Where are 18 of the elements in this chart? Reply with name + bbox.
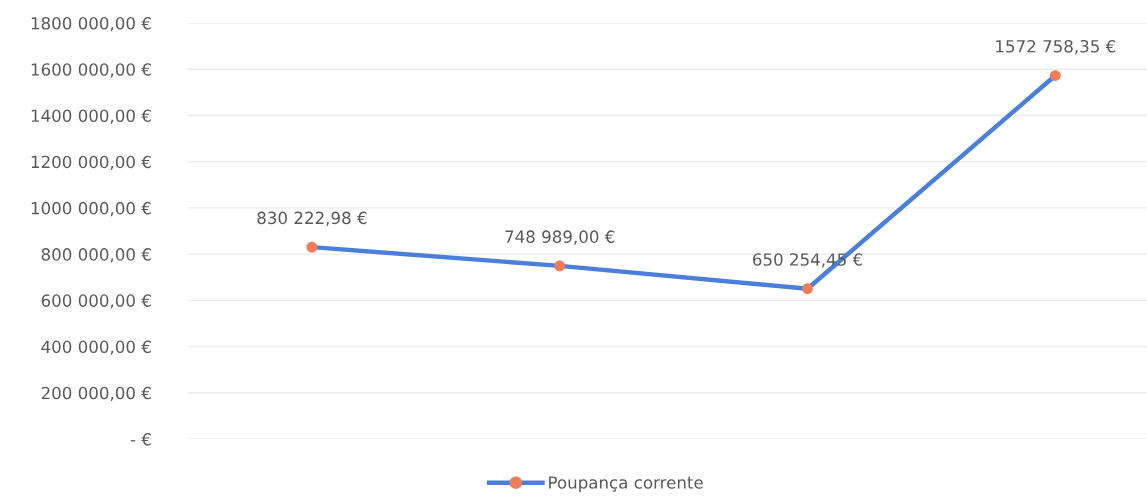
y-tick-label: 200 000,00 € [41, 386, 151, 402]
point [802, 283, 813, 295]
y-tick-label: 1000 000,00 € [31, 201, 151, 217]
data-label: 748 989,00 € [505, 230, 615, 245]
point [306, 241, 318, 253]
y-tick-label: 400 000,00 € [41, 340, 151, 355]
point [554, 260, 566, 272]
y-tick-label: - € [130, 432, 151, 446]
data-label: 1572 758,35 € [996, 39, 1116, 55]
y-tick-label: 1600 000,00 € [31, 63, 151, 78]
y-tick-label: 1200 000,00 € [31, 155, 151, 170]
y-tick-label: 800 000,00 € [41, 248, 151, 263]
point [1049, 70, 1061, 81]
y-tick-label: 1400 000,00 € [31, 109, 151, 124]
data-label: 830 222,98 € [257, 211, 367, 226]
y-tick-label: 1800 000,00 € [31, 16, 151, 32]
legend-label: Poupança corrente [549, 476, 703, 492]
y-tick-label: 600 000,00 € [41, 294, 151, 309]
